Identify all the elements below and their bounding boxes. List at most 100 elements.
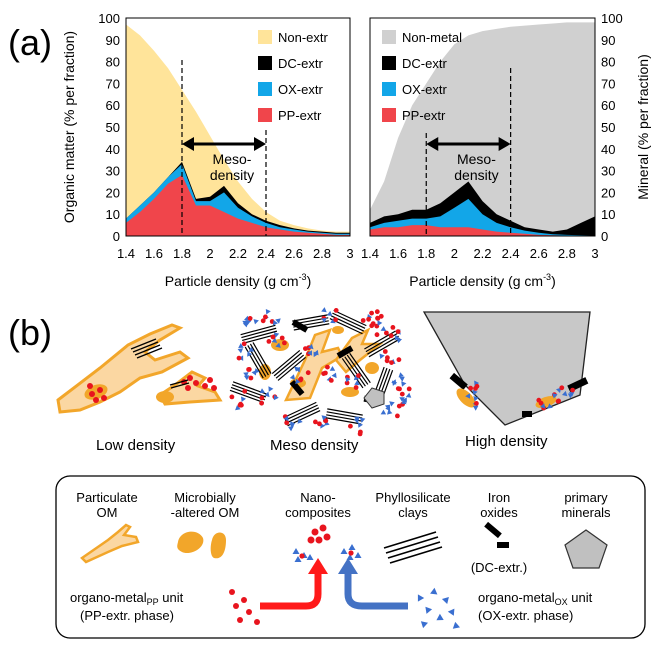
nano-dot — [360, 318, 366, 323]
nano-triangle — [283, 415, 289, 422]
nano-dot — [270, 334, 276, 340]
nano-triangle — [354, 552, 362, 558]
nano-triangle — [330, 318, 336, 324]
legend-swatch — [258, 82, 272, 96]
phyllo-label-1: Phyllosilicate — [375, 490, 450, 505]
meso-clay-bundle — [244, 342, 272, 379]
nano-dot — [305, 370, 311, 376]
nano-dot — [356, 373, 361, 378]
nano-dot — [236, 355, 242, 361]
nano-dot — [325, 364, 330, 370]
nano-dot — [260, 318, 266, 324]
nano-triangle — [465, 393, 471, 399]
nano-triangle — [295, 378, 301, 385]
nano-cluster-high — [465, 380, 575, 411]
phyllosilicate-clays-icon — [383, 531, 443, 564]
nano-triangle — [235, 405, 241, 411]
microbial-om-icon-2 — [210, 532, 226, 559]
nano-triangle — [405, 392, 412, 398]
low-density-label: Low density — [96, 437, 176, 454]
y-axis-label: Mineral (% per fraction) — [635, 54, 651, 200]
nano-triangle — [313, 351, 319, 358]
nano-triangle — [353, 374, 360, 381]
nano-dot — [344, 380, 350, 386]
panel-a-label: (a) — [8, 22, 52, 63]
legend-entry: PP-extr — [278, 108, 322, 123]
nano-triangle — [268, 386, 274, 392]
nano-triangle — [254, 368, 260, 374]
nano-triangle — [354, 416, 360, 422]
nano-dot — [396, 357, 402, 363]
nano-triangle — [241, 396, 246, 402]
x-tick-label: 2.8 — [313, 246, 331, 261]
nano-dot — [311, 528, 319, 536]
meso-microbial-om — [365, 362, 379, 374]
nano-dot — [570, 387, 575, 393]
nano-dot — [303, 346, 308, 351]
nano-triangle — [294, 556, 302, 562]
nano-dot — [323, 533, 331, 541]
y-tick-label: 40 — [601, 142, 615, 157]
nano-triangle — [275, 318, 281, 324]
nano-dot — [323, 418, 329, 424]
nano-dot — [399, 391, 405, 397]
y-tick-label: 80 — [601, 55, 615, 70]
nano-triangle — [567, 393, 574, 399]
nano-dot — [538, 400, 544, 406]
nano-triangle — [308, 343, 314, 350]
primary-minerals-icon — [564, 529, 608, 569]
meso-annotation-1: Meso- — [213, 151, 252, 167]
x-tick-label: 1.4 — [361, 246, 379, 261]
nano-dot — [390, 325, 396, 330]
x-axis-label: Particle density (g cm-3) — [165, 272, 312, 289]
nano-dot — [555, 398, 561, 404]
nano-dot — [259, 400, 264, 406]
nano-triangle — [273, 394, 279, 401]
pp-arrow-head — [308, 558, 328, 574]
nano-triangle — [348, 544, 356, 550]
y-tick-label: 40 — [106, 142, 120, 157]
microbial-om-blob-2 — [156, 391, 174, 403]
nano-triangle — [472, 389, 478, 396]
pp-unit-label: organo-metalPP unit — [70, 590, 184, 607]
y-tick-label: 30 — [106, 164, 120, 179]
nano-dot — [468, 385, 473, 391]
legend-swatch — [258, 30, 272, 44]
nano-triangle — [321, 318, 327, 323]
meso-clay-bundle — [271, 349, 306, 381]
nano-triangle — [452, 621, 460, 629]
nano-triangle — [441, 597, 449, 604]
legend-entry: DC-extr — [402, 56, 447, 71]
nano-triangle — [447, 608, 455, 616]
high-density-label: High density — [465, 433, 548, 450]
meso-density-illustration — [229, 307, 412, 437]
nano-triangle — [399, 376, 405, 382]
meso-primary-mineral — [363, 387, 385, 409]
nano-dot — [474, 401, 479, 406]
clay-lines-low — [130, 338, 163, 359]
panel-b-label: (b) — [8, 312, 52, 353]
primary-label-2: minerals — [561, 505, 611, 520]
nano-triangle — [321, 415, 327, 421]
x-tick-label: 3 — [346, 246, 353, 261]
y-tick-label: 30 — [601, 164, 615, 179]
nano-dot — [239, 402, 244, 408]
nano-dot — [369, 310, 374, 316]
nano-dot — [241, 341, 247, 347]
nano-triangle — [321, 307, 327, 313]
nano-triangle — [307, 350, 313, 356]
microbial-om-label-2: -altered OM — [171, 505, 240, 520]
x-tick-label: 2.6 — [530, 246, 548, 261]
microbial-om-label-1: Microbially — [174, 490, 236, 505]
nano-triangle — [340, 548, 348, 554]
nano-dot — [299, 553, 305, 559]
nano-dot — [242, 388, 248, 394]
nano-triangle — [389, 401, 395, 407]
nano-triangle — [377, 320, 383, 326]
ox-arrow-head — [338, 558, 358, 574]
nano-triangle — [238, 343, 244, 348]
y-tick-label: 70 — [601, 76, 615, 91]
ox-arrow — [344, 572, 408, 610]
nano-triangle — [398, 372, 404, 378]
nano-triangle — [248, 346, 255, 352]
